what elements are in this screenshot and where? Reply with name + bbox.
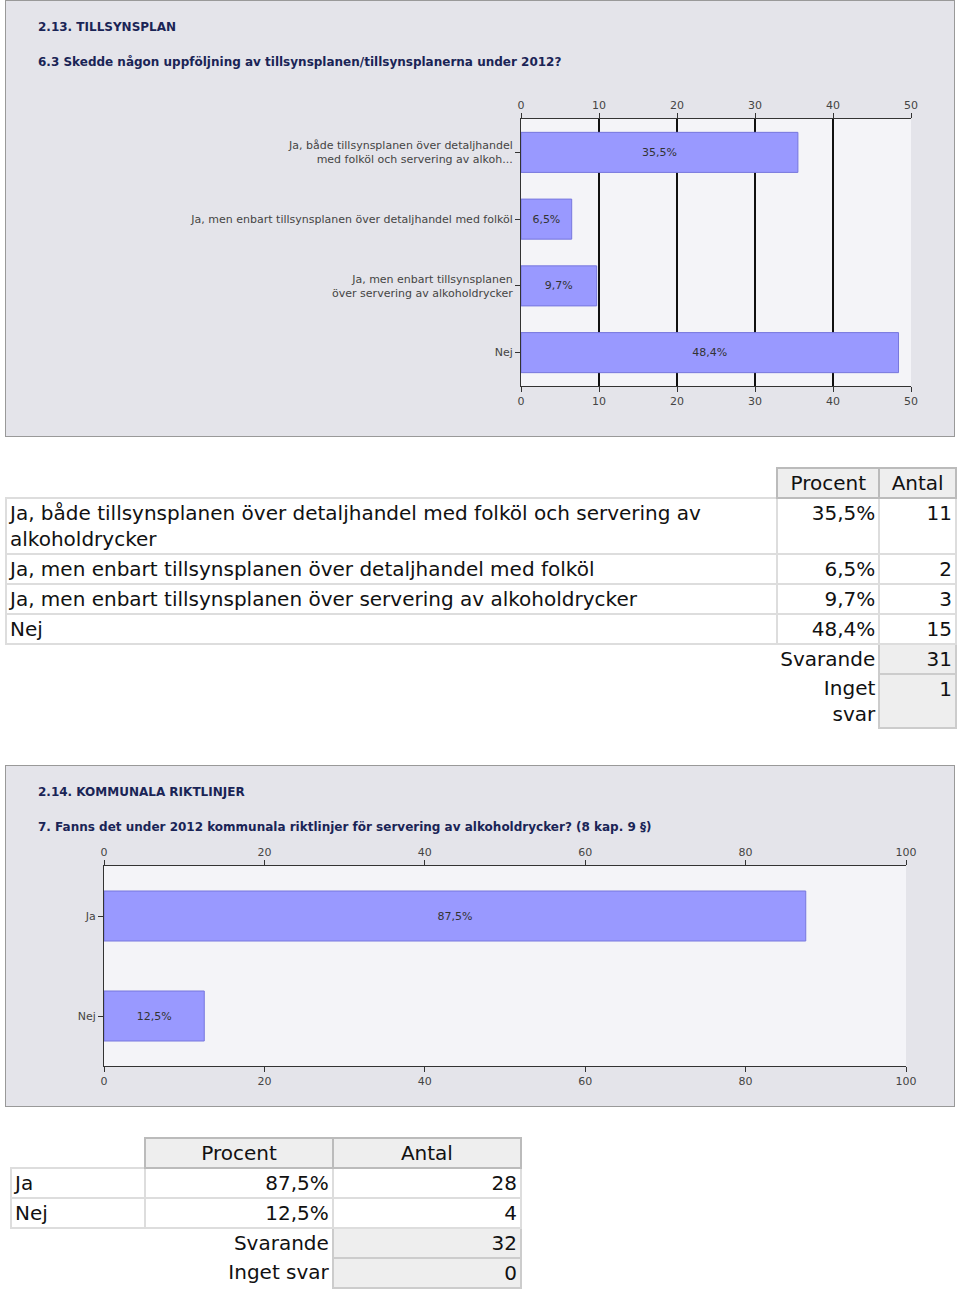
svg-text:48,4%: 48,4% [692, 346, 727, 359]
html-text:2: 2 [939, 557, 952, 581]
svg-text:100: 100 [896, 846, 917, 859]
html-text:1: 1 [939, 677, 952, 701]
svg-text:6.3 Skedde någon uppföljning a: 6.3 Skedde någon uppföljning av tillsyns… [38, 55, 561, 69]
svg-text:40: 40 [826, 99, 840, 112]
html-text:0: 0 [504, 1261, 517, 1285]
svg-text:20: 20 [670, 395, 684, 408]
svg-text:9,7%: 9,7% [545, 279, 573, 292]
html-text:4: 4 [504, 1201, 517, 1225]
html-text:31: 31 [926, 647, 952, 671]
svg-text:Ja, men enbart tillsynsplanenö: Ja, men enbart tillsynsplanenöver server… [332, 273, 513, 300]
svg-text:Ja, både tillsynsplanen över d: Ja, både tillsynsplanen över detaljhande… [288, 139, 513, 166]
svg-text:Ja, men enbart tillsynsplanen: Ja, men enbart tillsynsplanen över detal… [190, 213, 512, 226]
html-text:Antal: Antal [891, 471, 944, 495]
html-text:Ja: Ja [15, 1171, 34, 1195]
html-text:6,5%: 6,5% [824, 557, 876, 581]
svg-text:40: 40 [826, 395, 840, 408]
svg-text:60: 60 [578, 846, 592, 859]
svg-text:30: 30 [748, 395, 762, 408]
html-text:9,7%: 9,7% [824, 587, 876, 611]
svg-text:12,5%: 12,5% [137, 1010, 172, 1023]
svg-text:40: 40 [418, 1075, 432, 1088]
svg-text:20: 20 [257, 1075, 271, 1088]
html-text:Ja, men enbart tillsynsplanen: Ja, men enbart tillsynsplanen över serve… [10, 587, 637, 611]
html-text:87,5%: 87,5% [265, 1171, 329, 1195]
svg-text:50: 50 [904, 395, 918, 408]
svg-text:2.13. TILLSYNSPLAN: 2.13. TILLSYNSPLAN [38, 20, 176, 34]
svg-text:2.14. KOMMUNALA RIKTLINJER: 2.14. KOMMUNALA RIKTLINJER [38, 785, 245, 799]
svg-text:10: 10 [592, 395, 606, 408]
svg-text:50: 50 [904, 99, 918, 112]
html-text:32: 32 [491, 1231, 517, 1255]
svg-text:40: 40 [418, 846, 432, 859]
html-text:3: 3 [939, 587, 952, 611]
svg-text:20: 20 [670, 99, 684, 112]
svg-text:0: 0 [518, 395, 525, 408]
html-text:28: 28 [491, 1171, 517, 1195]
html-text:35,5%: 35,5% [811, 501, 876, 525]
svg-text:100: 100 [896, 1075, 917, 1088]
svg-text:7. Fanns det under 2012 kommun: 7. Fanns det under 2012 kommunala riktli… [38, 820, 651, 834]
html-text:11: 11 [926, 501, 952, 525]
svg-text:60: 60 [578, 1075, 592, 1088]
svg-text:0: 0 [101, 846, 108, 859]
html-text:Nej: Nej [15, 1201, 48, 1225]
html-text:Inget svar: Inget svar [823, 676, 876, 726]
html-text:Svarande: Svarande [780, 647, 876, 671]
svg-text:Nej: Nej [78, 1010, 96, 1023]
svg-text:30: 30 [748, 99, 762, 112]
svg-text:35,5%: 35,5% [642, 146, 677, 159]
svg-text:20: 20 [257, 846, 271, 859]
svg-text:87,5%: 87,5% [437, 910, 472, 923]
html-text:15: 15 [926, 617, 952, 641]
svg-text:6,5%: 6,5% [532, 213, 560, 226]
svg-text:Nej: Nej [495, 346, 513, 359]
html-text:Procent: Procent [201, 1141, 277, 1165]
svg-text:80: 80 [739, 846, 753, 859]
html-text:48,4%: 48,4% [811, 617, 876, 641]
svg-text:10: 10 [592, 99, 606, 112]
html-text:Ja, men enbart tillsynsplanen: Ja, men enbart tillsynsplanen över detal… [10, 557, 595, 581]
html-text:Svarande: Svarande [233, 1231, 329, 1255]
html-text:Nej: Nej [10, 617, 43, 641]
svg-text:80: 80 [739, 1075, 753, 1088]
html-text:12,5%: 12,5% [265, 1201, 329, 1225]
svg-text:0: 0 [518, 99, 525, 112]
html-text:Antal: Antal [400, 1141, 453, 1165]
svg-text:Ja: Ja [85, 910, 96, 923]
html-text:Inget svar: Inget svar [228, 1260, 329, 1284]
html-text:Ja, både tillsynsplanen över d: Ja, både tillsynsplanen över detaljhande… [10, 501, 701, 551]
svg-text:0: 0 [101, 1075, 108, 1088]
html-text:Procent: Procent [790, 471, 867, 495]
